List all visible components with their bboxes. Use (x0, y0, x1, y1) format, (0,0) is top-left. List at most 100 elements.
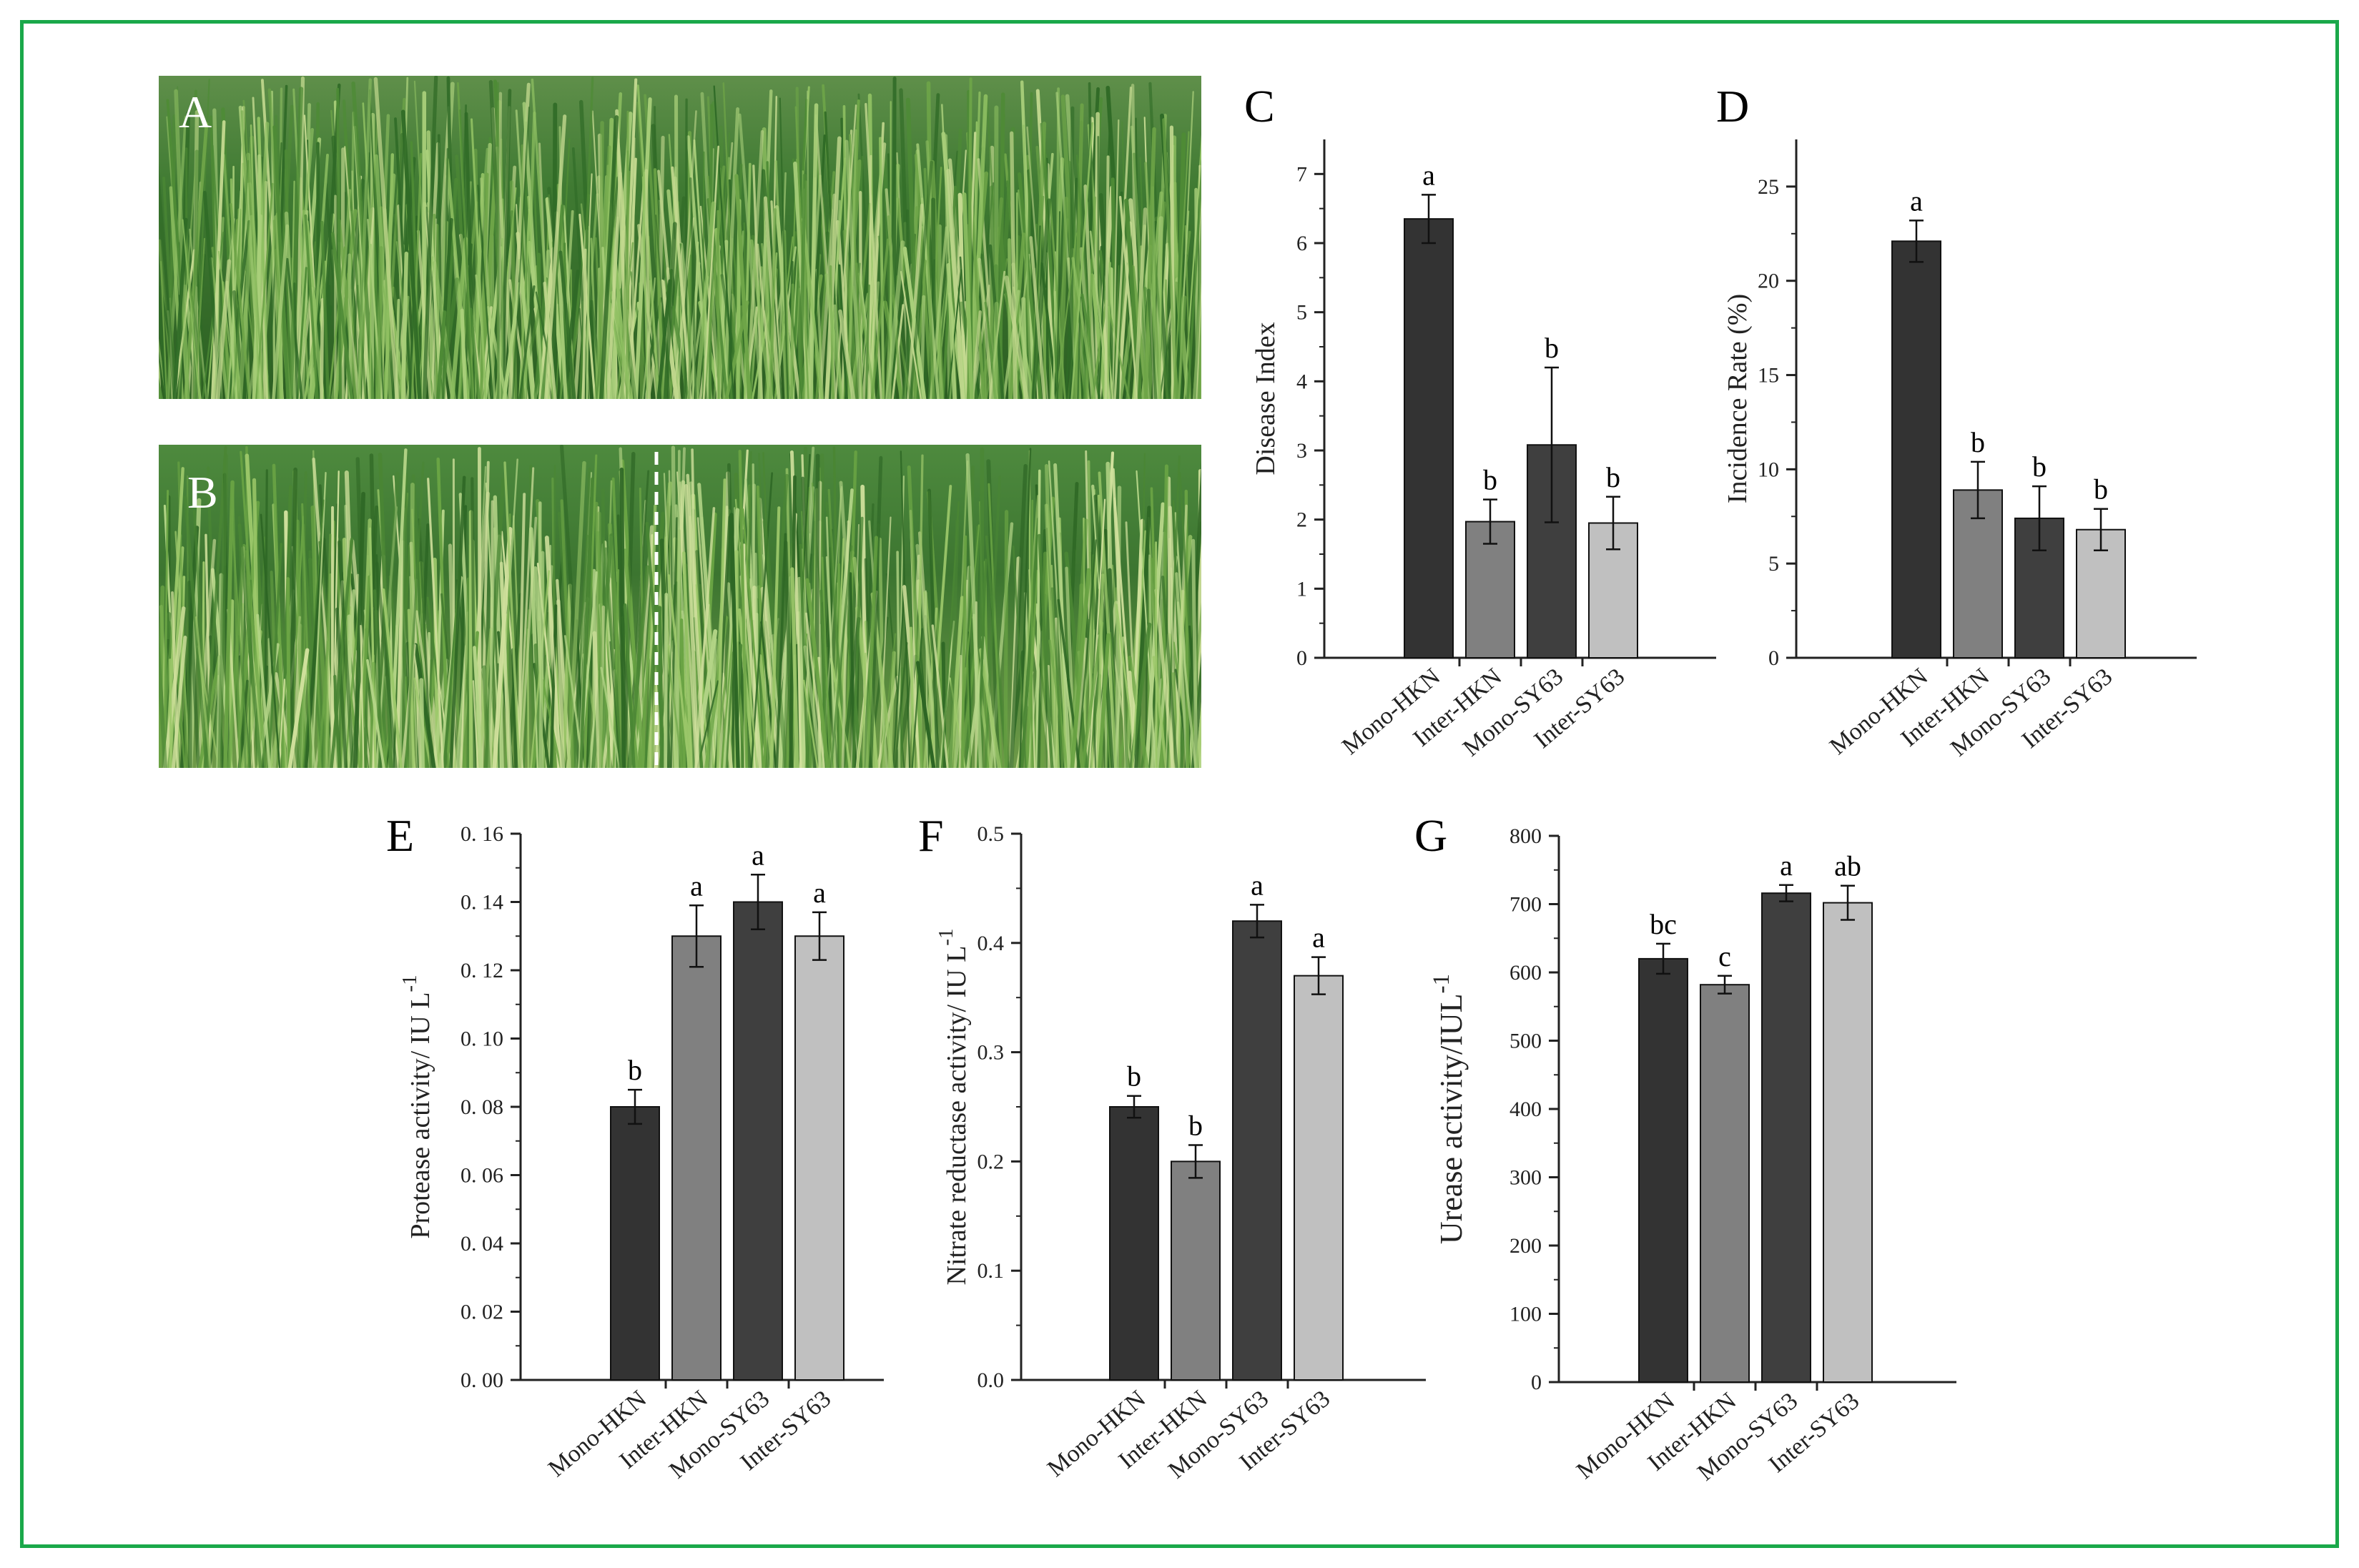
rice-stalk (295, 519, 305, 768)
rice-stalk (688, 255, 693, 399)
rice-stalk (800, 511, 812, 768)
rice-stalk (1080, 621, 1104, 768)
rice-stalk (596, 511, 604, 768)
rice-stalk (908, 160, 933, 399)
rice-stalk (272, 125, 290, 399)
rice-stalk (914, 260, 927, 399)
significance-letter: b (1188, 1109, 1203, 1141)
rice-field-image-b (159, 445, 1201, 768)
rice-stalk (855, 262, 876, 399)
rice-stalk (256, 613, 271, 768)
rice-stalk (1146, 288, 1158, 399)
chart-panel-label: F (918, 810, 944, 861)
rice-stalk (499, 561, 511, 768)
rice-stalk (790, 567, 799, 768)
field-photo-b: B (159, 445, 1201, 768)
rice-stalk (653, 106, 659, 399)
y-tick-label: 0.2 (977, 1150, 1005, 1173)
rice-stalk (814, 453, 820, 768)
y-tick-label: 0 (1296, 646, 1307, 670)
y-axis-label: Incidence Rate (%) (1723, 294, 1753, 503)
rice-stalk (482, 665, 491, 768)
rice-stalk (242, 99, 265, 399)
rice-stalk (702, 145, 719, 399)
rice-stalk (821, 556, 832, 768)
rice-stalk (473, 646, 483, 768)
rice-stalk (663, 473, 676, 768)
rice-stalk (405, 461, 425, 768)
rice-stalk (579, 477, 594, 768)
rice-stalk (599, 115, 619, 399)
rice-stalk (1055, 232, 1078, 399)
rice-stalk (885, 240, 905, 399)
rice-stalk (1030, 499, 1034, 768)
rice-stalk (320, 220, 330, 399)
field-photo-a: A (159, 76, 1201, 399)
rice-stalk (579, 77, 594, 399)
y-tick-label: 6 (1296, 232, 1307, 255)
rice-stalk (1175, 572, 1189, 768)
rice-stalk (947, 269, 962, 399)
rice-stalk (988, 483, 1003, 768)
rice-stalk (925, 590, 928, 768)
rice-stalk (686, 473, 706, 768)
rice-stalk (260, 513, 281, 768)
rice-stalk (1029, 236, 1046, 399)
rice-stalk (191, 295, 207, 399)
rice-stalk (644, 558, 661, 768)
significance-letter: a (813, 877, 826, 909)
rice-stalk (1009, 464, 1028, 768)
rice-stalk (217, 250, 237, 399)
rice-stalk (237, 523, 262, 768)
rice-stalk (171, 591, 179, 768)
y-tick-label: 5 (1768, 552, 1779, 576)
rice-stalk (214, 292, 219, 399)
rice-stalk (979, 447, 985, 768)
significance-letter: a (1422, 159, 1435, 191)
rice-stalk (359, 575, 371, 768)
rice-stalk (789, 283, 794, 399)
rice-stalk (697, 483, 721, 768)
rice-stalk (1148, 554, 1154, 768)
rice-stalk (286, 577, 291, 768)
bar-inter-hkn (671, 935, 722, 1381)
rice-stalk (556, 599, 566, 768)
y-tick-label: 0. 14 (461, 891, 503, 914)
rice-stalk (946, 169, 965, 399)
rice-stalk (459, 109, 473, 399)
rice-stalk (543, 114, 567, 399)
significance-letter: b (1483, 464, 1497, 496)
rice-stalk (684, 484, 700, 768)
rice-stalk (644, 169, 651, 399)
rice-stalk (330, 232, 354, 399)
rice-stalk (1071, 257, 1096, 399)
rice-stalk (538, 551, 545, 768)
rice-stalk (1058, 197, 1069, 399)
rice-stalk (1003, 510, 1009, 768)
y-tick-label: 10 (1758, 458, 1779, 481)
rice-stalk (519, 516, 538, 768)
bar-mono-sy63 (1761, 892, 1811, 1384)
rice-stalk (1012, 546, 1027, 768)
y-tick-label: 0. 08 (461, 1095, 503, 1119)
y-tick-label: 3 (1296, 439, 1307, 463)
rice-stalk (1018, 448, 1032, 768)
rice-stalk (802, 679, 819, 768)
y-tick-label: 0.0 (977, 1369, 1005, 1392)
rice-stalk (267, 638, 273, 768)
rice-stalk (410, 152, 423, 399)
chart-c-disease-index: C 0 1 2 3 4 5 6 7 Disease Index a Mono-HKN b Inter-HK… (1244, 64, 1759, 801)
rice-stalk (503, 461, 521, 768)
rice-stalk (797, 576, 807, 768)
chart-f-nitrate-reductase: F 0.0 0.1 0.2 0.3 0.4 0.5 Nitrate reductase act… (908, 794, 1452, 1544)
rice-stalk (713, 85, 734, 399)
rice-stalk (287, 648, 310, 768)
rice-stalk (669, 517, 679, 768)
bar-inter-sy63 (1823, 902, 1873, 1383)
rice-stalk (656, 279, 672, 399)
bar-mono-sy63 (1232, 920, 1282, 1381)
rice-stalk (238, 215, 254, 399)
rice-stalk (1085, 674, 1102, 768)
rice-stalk (335, 607, 348, 768)
rice-stalk (411, 474, 429, 768)
